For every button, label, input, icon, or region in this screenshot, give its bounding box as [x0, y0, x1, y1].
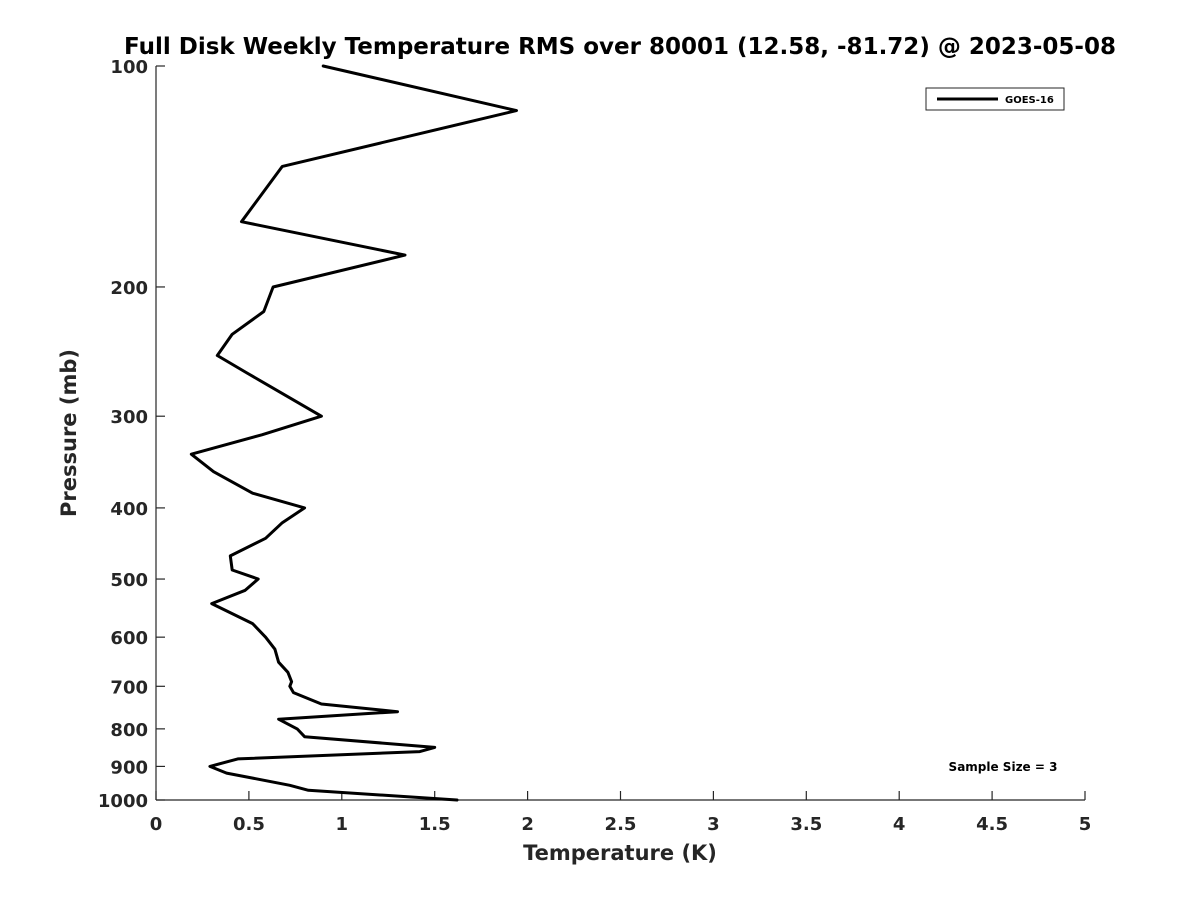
series-line-goes-16: [189, 64, 518, 802]
y-tick-label: 400: [110, 499, 148, 520]
x-tick-label: 1: [336, 814, 349, 835]
x-tick-label: 2: [521, 814, 534, 835]
x-axis-label: Temperature (K): [523, 841, 717, 865]
y-axis-label: Pressure (mb): [57, 349, 81, 517]
y-tick-label: 700: [110, 677, 148, 698]
y-tick-label: 600: [110, 628, 148, 649]
x-tick-label: 3.5: [790, 814, 822, 835]
series-layer: [189, 64, 518, 802]
y-axis-ticks: 100 200 300 400 500 600 700 800 900 1000: [98, 57, 165, 812]
y-tick-label: 1000: [98, 791, 148, 812]
y-tick-label: 800: [110, 720, 148, 741]
y-tick-label: 200: [110, 278, 148, 299]
sample-size-annotation: Sample Size = 3: [949, 760, 1058, 774]
chart-title: Full Disk Weekly Temperature RMS over 80…: [124, 34, 1116, 60]
y-tick-label: 300: [110, 407, 148, 428]
y-tick-label: 900: [110, 757, 148, 778]
plot-area: [155, 66, 1085, 801]
x-tick-label: 0: [150, 814, 163, 835]
x-tick-label: 4.5: [976, 814, 1008, 835]
y-tick-label: 100: [110, 57, 148, 78]
legend: GOES-16: [925, 87, 1065, 111]
x-tick-label: 1.5: [419, 814, 451, 835]
x-tick-label: 4: [893, 814, 906, 835]
x-tick-label: 3: [707, 814, 720, 835]
y-tick-label: 500: [110, 570, 148, 591]
x-axis-ticks: 0 0.5 1 1.5 2 2.5 3 3.5 4 4.5 5: [150, 791, 1092, 835]
x-tick-label: 0.5: [233, 814, 265, 835]
x-tick-label: 5: [1079, 814, 1092, 835]
x-tick-label: 2.5: [605, 814, 637, 835]
legend-label-goes-16: GOES-16: [1005, 95, 1054, 106]
